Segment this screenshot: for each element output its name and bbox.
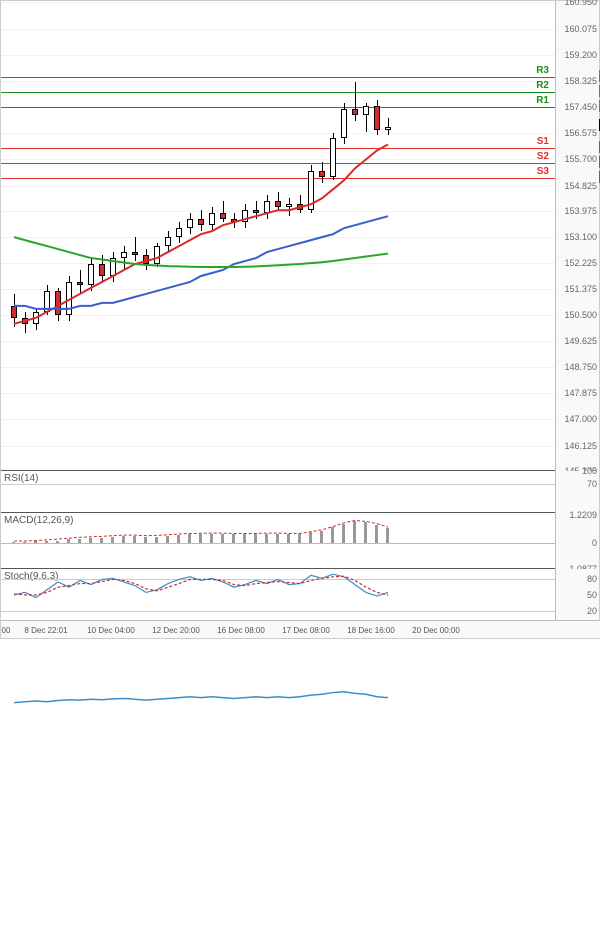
stoch-lines (1, 569, 557, 621)
level-line-s2 (1, 163, 557, 164)
x-tick-label: 17 Dec 08:00 (282, 626, 330, 635)
y-tick-label: 159.200 (564, 50, 597, 60)
x-tick-label: 20 Dec 00:00 (412, 626, 460, 635)
x-tick-label: 10 Dec 04:00 (87, 626, 135, 635)
y-tick-label: 150.500 (564, 310, 597, 320)
y-tick-label: 157.450 (564, 102, 597, 112)
y-tick-label: 160.075 (564, 24, 597, 34)
trading-chart: R3158.450R2157.940R1157.440S1156.080S215… (0, 0, 600, 639)
rsi-panel[interactable]: RSI(14) (1, 471, 557, 513)
y-tick-label: 151.375 (564, 284, 597, 294)
macd-y-axis: 1.22090-1.0877 (555, 513, 599, 569)
price-chart-area[interactable]: R3158.450R2157.940R1157.440S1156.080S215… (1, 1, 557, 471)
macd-tick: 1.2209 (569, 510, 597, 520)
price-y-axis: 160.950 160.075 159.200 158.325 157.450 156.5… (555, 1, 599, 471)
y-tick-label: 147.000 (564, 414, 597, 424)
y-tick-label: 148.750 (564, 362, 597, 372)
ma-fast (1, 1, 557, 471)
rsi-tick: 70 (587, 479, 597, 489)
level-label-s1: S1 (537, 136, 549, 147)
level-line-r2 (1, 92, 557, 93)
time-x-axis: 00 8 Dec 22:01 10 Dec 04:00 12 Dec 20:00 16 … (1, 620, 600, 638)
ma-slow (1, 1, 557, 471)
level-line-r3 (1, 77, 557, 78)
level-label-s2: S2 (537, 151, 549, 162)
y-tick-label: 158.325 (564, 76, 597, 86)
ma-mid (1, 1, 557, 471)
y-tick-label: 152.225 (564, 258, 597, 268)
level-line-s3 (1, 178, 557, 179)
level-label-r1: R1 (536, 95, 549, 106)
rsi-label: RSI(14) (4, 473, 38, 484)
level-line-r1 (1, 107, 557, 108)
macd-tick: 0 (592, 538, 597, 548)
x-tick-label: 8 Dec 22:01 (24, 626, 67, 635)
level-label-r3: R3 (536, 65, 549, 76)
x-tick-label: 18 Dec 16:00 (347, 626, 395, 635)
rsi-tick: 100 (582, 466, 597, 476)
y-tick-label: 153.100 (564, 232, 597, 242)
y-tick-label: 146.125 (564, 441, 597, 451)
stoch-panel[interactable]: Stoch(9,6,3) (1, 569, 557, 621)
y-tick-label: 154.825 (564, 181, 597, 191)
y-tick-label: 153.975 (564, 206, 597, 216)
stoch-tick: 80 (587, 574, 597, 584)
x-tick-label: 12 Dec 20:00 (152, 626, 200, 635)
y-tick-label: 155.700 (564, 154, 597, 164)
macd-line (1, 513, 557, 569)
level-line-s1 (1, 148, 557, 149)
stoch-y-axis: 80 50 20 (555, 569, 599, 621)
stoch-tick: 20 (587, 606, 597, 616)
level-label-s3: S3 (537, 166, 549, 177)
y-tick-label: 149.625 (564, 336, 597, 346)
y-tick-label: 156.575 (564, 128, 597, 138)
x-tick-label: 00 (2, 626, 11, 635)
level-label-r2: R2 (536, 80, 549, 91)
x-tick-label: 16 Dec 08:00 (217, 626, 265, 635)
rsi-y-axis: 10070 (555, 471, 599, 513)
macd-panel[interactable]: MACD(12,26,9) (1, 513, 557, 569)
y-tick-label: 147.875 (564, 388, 597, 398)
stoch-tick: 50 (587, 590, 597, 600)
y-tick-label: 160.950 (564, 0, 597, 7)
